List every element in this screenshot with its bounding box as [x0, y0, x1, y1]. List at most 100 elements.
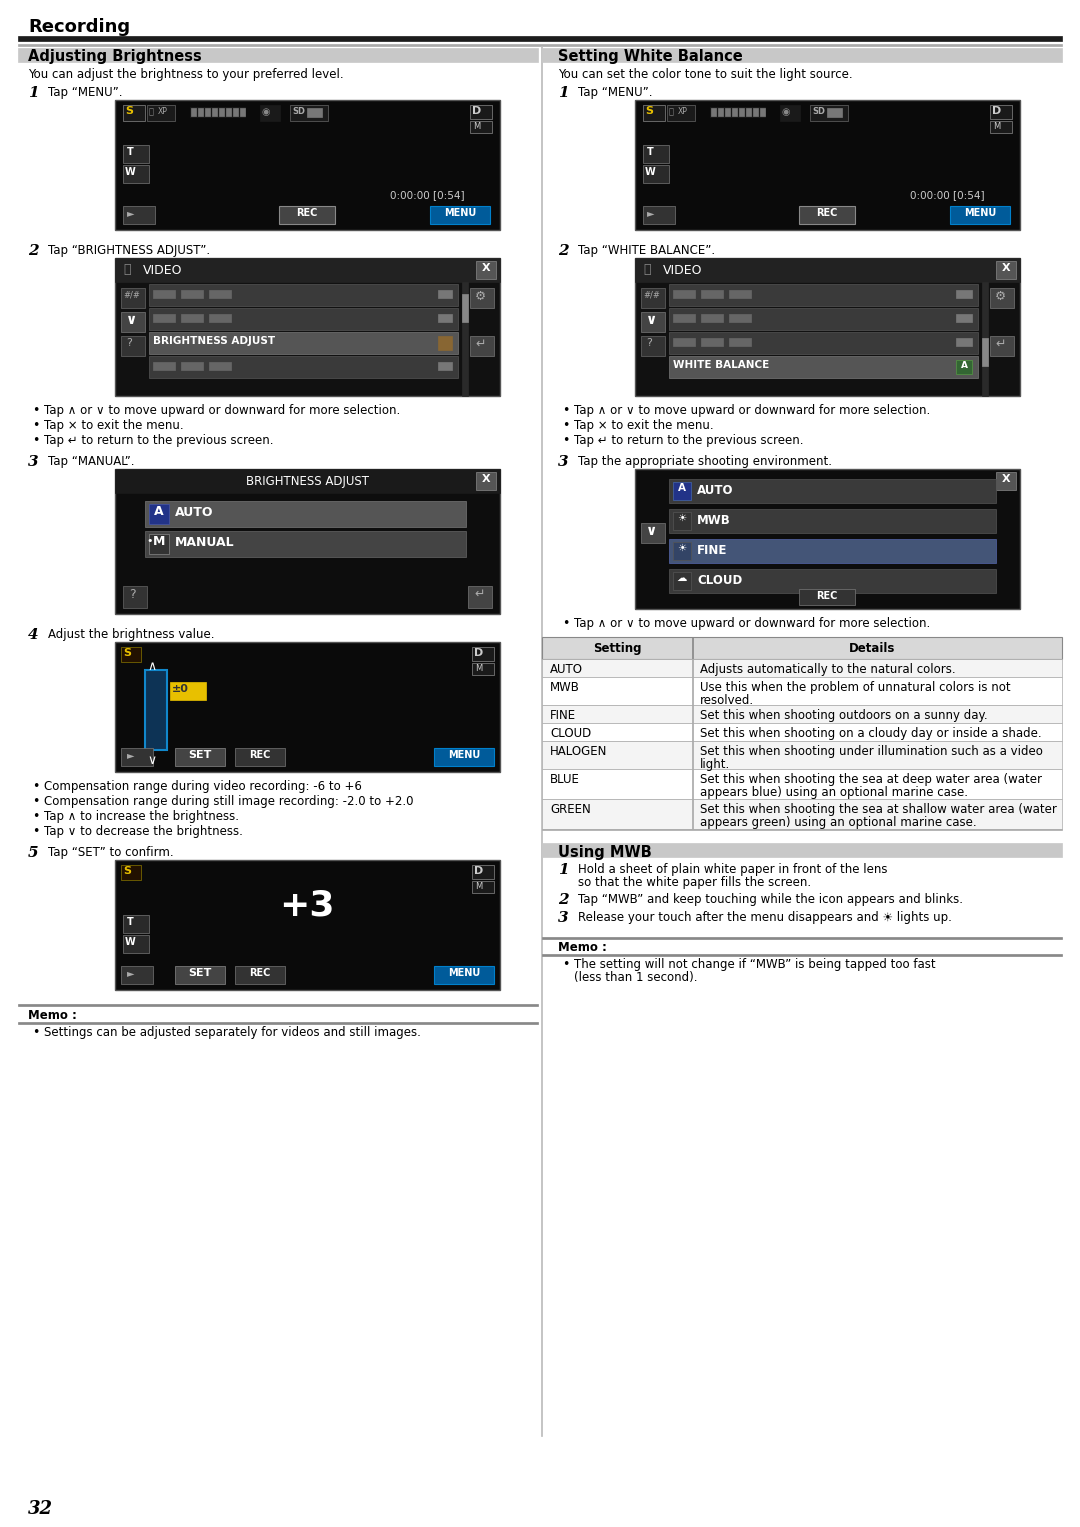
- Bar: [982, 282, 988, 395]
- Bar: [190, 107, 245, 118]
- Bar: [996, 472, 1016, 490]
- Text: You can set the color tone to suit the light source.: You can set the color tone to suit the l…: [558, 69, 852, 81]
- Text: ?: ?: [126, 337, 132, 348]
- Text: ►: ►: [127, 208, 135, 218]
- Text: Tap “BRIGHTNESS ADJUST”.: Tap “BRIGHTNESS ADJUST”.: [48, 244, 211, 257]
- Bar: [212, 108, 217, 116]
- Bar: [175, 748, 225, 767]
- Text: ►: ►: [127, 968, 135, 977]
- Text: Memo :: Memo :: [28, 1009, 77, 1022]
- Text: AUTO: AUTO: [697, 484, 733, 496]
- Bar: [673, 315, 696, 322]
- Bar: [147, 105, 175, 121]
- Text: VIDEO: VIDEO: [663, 264, 702, 276]
- Text: X: X: [1001, 263, 1010, 273]
- Bar: [542, 843, 1062, 857]
- Bar: [468, 586, 492, 608]
- Bar: [149, 331, 458, 354]
- Bar: [669, 479, 996, 502]
- Bar: [990, 121, 1012, 133]
- Text: •: •: [32, 780, 39, 793]
- Text: ∨: ∨: [126, 313, 137, 327]
- Text: A: A: [678, 483, 686, 493]
- Bar: [669, 284, 978, 305]
- Text: Adjusting Brightness: Adjusting Brightness: [28, 49, 202, 64]
- Bar: [669, 539, 996, 563]
- Text: Set this when shooting under illumination such as a video: Set this when shooting under illuminatio…: [700, 745, 1043, 757]
- Text: M: M: [152, 534, 165, 548]
- Text: Tap “MENU”.: Tap “MENU”.: [48, 86, 122, 99]
- Text: D: D: [474, 647, 483, 658]
- Bar: [18, 44, 1062, 46]
- Text: •: •: [32, 405, 39, 417]
- Bar: [643, 105, 665, 121]
- Text: ◉: ◉: [262, 107, 270, 118]
- Bar: [307, 108, 322, 118]
- Bar: [542, 722, 1062, 741]
- Text: S: S: [125, 105, 133, 116]
- Bar: [121, 864, 141, 880]
- Bar: [472, 663, 494, 675]
- Bar: [643, 165, 669, 183]
- Bar: [470, 336, 494, 356]
- Text: Tap ∧ or ∨ to move upward or downward for more selection.: Tap ∧ or ∨ to move upward or downward fo…: [44, 405, 401, 417]
- Bar: [950, 206, 1010, 224]
- Text: A: A: [960, 360, 968, 370]
- Bar: [669, 570, 996, 592]
- Text: Hold a sheet of plain white paper in front of the lens: Hold a sheet of plain white paper in fro…: [578, 863, 891, 876]
- Text: S: S: [123, 866, 131, 876]
- Text: CLOUD: CLOUD: [550, 727, 591, 741]
- Text: Tap × to exit the menu.: Tap × to exit the menu.: [44, 418, 184, 432]
- Text: REC: REC: [249, 750, 271, 760]
- Text: M: M: [993, 122, 1000, 131]
- Text: 32: 32: [28, 1500, 53, 1518]
- Bar: [542, 637, 1062, 660]
- Bar: [279, 206, 335, 224]
- Text: •: •: [562, 617, 569, 631]
- Text: REC: REC: [816, 591, 838, 602]
- Bar: [542, 676, 1062, 705]
- Bar: [149, 284, 458, 305]
- Text: AUTO: AUTO: [175, 505, 214, 519]
- Text: 2: 2: [558, 244, 569, 258]
- Text: XP: XP: [158, 107, 167, 116]
- Text: SD: SD: [292, 107, 305, 116]
- Text: REC: REC: [816, 208, 838, 218]
- Text: #/#: #/#: [643, 290, 660, 299]
- Text: M: M: [473, 122, 481, 131]
- Bar: [123, 915, 149, 933]
- Text: Tap “MANUAL”.: Tap “MANUAL”.: [48, 455, 135, 467]
- Text: Tap ∧ or ∨ to move upward or downward for more selection.: Tap ∧ or ∨ to move upward or downward fo…: [573, 617, 930, 631]
- Text: Set this when shooting on a cloudy day or inside a shade.: Set this when shooting on a cloudy day o…: [700, 727, 1041, 741]
- Bar: [470, 121, 492, 133]
- Bar: [438, 290, 453, 298]
- Bar: [711, 108, 716, 116]
- Bar: [260, 105, 280, 121]
- Text: 🎥: 🎥: [643, 263, 650, 276]
- Bar: [181, 362, 203, 370]
- Bar: [114, 641, 500, 773]
- Bar: [472, 647, 494, 661]
- Text: Tap ↵ to return to the previous screen.: Tap ↵ to return to the previous screen.: [44, 434, 273, 447]
- Text: MENU: MENU: [963, 208, 996, 218]
- Text: •: •: [562, 957, 569, 971]
- Text: GREEN: GREEN: [550, 803, 591, 815]
- Bar: [673, 542, 691, 560]
- Text: ∧: ∧: [148, 660, 157, 673]
- Text: ⚙: ⚙: [475, 290, 486, 302]
- Text: M: M: [475, 883, 483, 890]
- Text: •: •: [562, 418, 569, 432]
- Bar: [746, 108, 751, 116]
- Bar: [799, 206, 855, 224]
- Text: W: W: [124, 166, 135, 177]
- Text: FINE: FINE: [697, 544, 727, 557]
- Text: BLUE: BLUE: [550, 773, 580, 786]
- Text: ∨: ∨: [646, 524, 658, 538]
- Bar: [718, 108, 723, 116]
- Text: Set this when shooting the sea at deep water area (water: Set this when shooting the sea at deep w…: [700, 773, 1042, 786]
- Text: W: W: [645, 166, 656, 177]
- Text: HALOGEN: HALOGEN: [550, 745, 607, 757]
- Text: MWB: MWB: [550, 681, 580, 693]
- Bar: [210, 362, 231, 370]
- Text: •: •: [32, 825, 39, 838]
